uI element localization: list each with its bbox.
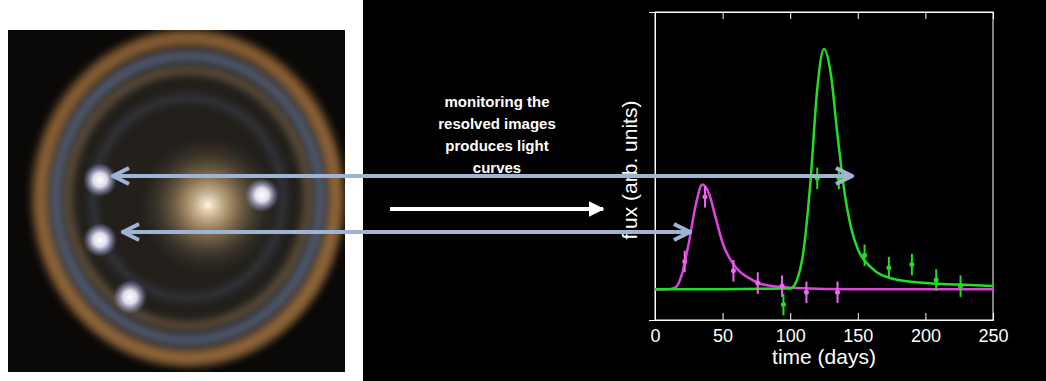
annotation: monitoring theresolved imagesproduces li… <box>438 93 556 176</box>
x-tick-mark-top <box>993 12 994 19</box>
data-point <box>703 194 708 199</box>
data-point <box>886 265 891 270</box>
x-tick-mark <box>790 313 791 320</box>
x-tick-top <box>858 12 859 19</box>
x-tick-label: 0 <box>650 326 660 346</box>
x-axis-title: time (days) <box>772 345 876 368</box>
x-tick-mark-top <box>925 12 926 19</box>
x-tick-mark-top <box>723 12 724 19</box>
einstein-ring <box>93 98 283 298</box>
data-point <box>755 281 760 286</box>
x-tick-mark <box>993 313 994 320</box>
data-point <box>804 290 809 295</box>
image-link-arrow <box>125 230 688 234</box>
data-point <box>781 302 786 307</box>
x-tick-label: 150 <box>843 326 873 346</box>
x-tick-mark-top <box>858 12 859 19</box>
light-curve <box>655 184 993 289</box>
flow-arrow <box>390 207 603 211</box>
data-point <box>862 253 867 258</box>
einstein-ring <box>56 56 320 340</box>
data-point <box>780 284 785 289</box>
x-axis: 0 50 100 150 200 250 <box>650 313 1008 346</box>
data-point <box>682 259 687 264</box>
lens-image <box>8 30 345 372</box>
lensed-image <box>83 223 117 257</box>
x-axis-line <box>656 313 994 321</box>
x-tick-label: 250 <box>978 326 1008 346</box>
plot-area <box>655 49 993 315</box>
x-tick-label: 100 <box>776 326 806 346</box>
einstein-ring <box>68 70 308 326</box>
x-tick-label: 200 <box>911 326 941 346</box>
image-background <box>8 30 345 372</box>
lensed-image <box>83 163 117 197</box>
x-tick: 150 <box>843 313 873 346</box>
data-point <box>731 268 736 273</box>
data-point <box>958 284 963 289</box>
x-tick-top <box>925 12 926 19</box>
x-tick-mark <box>925 313 926 320</box>
x-tick: 50 <box>713 313 733 346</box>
data-point <box>934 277 939 282</box>
y-axis <box>649 13 656 321</box>
lensed-image <box>245 178 279 212</box>
x-tick-mark-top <box>790 12 791 19</box>
chart-background <box>363 0 1046 381</box>
light-curve <box>655 49 993 289</box>
einstein-ring <box>40 38 336 358</box>
x-tick-label: 50 <box>713 326 733 346</box>
lens-galaxy <box>138 135 278 275</box>
figure: 0 50 100 150 200 250 time (days) flux (arb. uni… <box>0 0 1046 381</box>
x-axis-top <box>656 12 994 19</box>
data-point <box>835 290 840 295</box>
x-tick-top <box>723 12 724 19</box>
y-axis-title: flux (arb. units) <box>618 101 641 240</box>
data-point <box>909 262 914 267</box>
x-axis-top-line <box>656 13 994 20</box>
plot-frame <box>655 12 993 320</box>
x-tick-top <box>993 12 994 19</box>
x-tick-mark <box>723 313 724 320</box>
x-tick-top <box>790 12 791 19</box>
lensed-image <box>113 280 147 314</box>
x-tick: 100 <box>776 313 806 346</box>
x-tick: 250 <box>978 313 1008 346</box>
x-tick: 200 <box>911 313 941 346</box>
x-tick-mark <box>858 313 859 320</box>
y-axis-line <box>649 13 656 321</box>
